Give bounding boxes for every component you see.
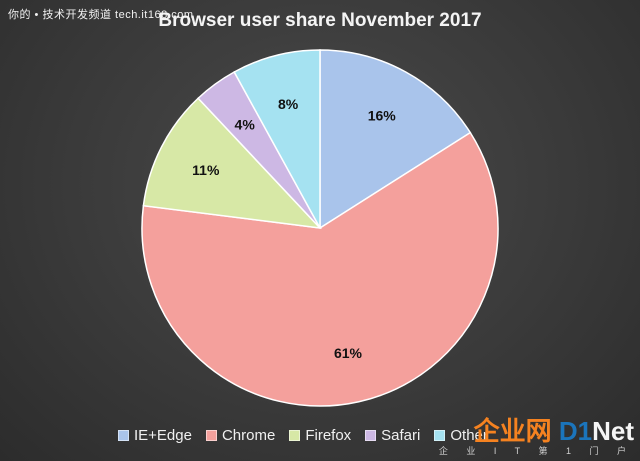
legend-label: Safari bbox=[381, 427, 421, 444]
legend-item-safari: Safari bbox=[365, 427, 420, 444]
legend-swatch bbox=[365, 430, 377, 441]
legend-item-chrome: Chrome bbox=[205, 427, 276, 444]
data-label-safari: 4% bbox=[235, 116, 256, 132]
legend-item-ie-edge: IE+Edge bbox=[118, 427, 192, 444]
brand-logo: 企业网 D1Net 企 业 I T 第 1 门 户 bbox=[439, 418, 634, 457]
data-label-ie-edge: 16% bbox=[368, 108, 397, 124]
legend-label: Other bbox=[450, 427, 488, 444]
logo-cn-text: 企业网 bbox=[473, 416, 552, 446]
legend-swatch bbox=[118, 430, 129, 441]
legend-swatch bbox=[434, 430, 446, 441]
chart-legend: IE+Edge Chrome Firefox Safari Other bbox=[118, 427, 488, 444]
data-label-firefox: 11% bbox=[192, 162, 220, 178]
logo-net-text: Net bbox=[592, 416, 634, 446]
data-label-chrome: 61% bbox=[334, 345, 363, 361]
legend-swatch bbox=[205, 430, 217, 441]
legend-label: Firefox bbox=[305, 427, 352, 444]
legend-label: IE+Edge bbox=[134, 427, 192, 444]
pie-slice-firefox bbox=[142, 97, 322, 230]
pie-slice-other bbox=[233, 49, 321, 229]
watermark-text: 你的 • 技术开发频道 tech.it168.com bbox=[8, 9, 194, 21]
legend-label: Chrome bbox=[221, 427, 276, 444]
pie-slice-chrome bbox=[141, 131, 499, 407]
logo-d1-text: D1 bbox=[558, 416, 593, 446]
logo-subline: 企 业 I T 第 1 门 户 bbox=[438, 446, 634, 456]
legend-swatch bbox=[289, 430, 301, 441]
pie-slice-ie-edge bbox=[319, 49, 472, 230]
chart-title: Browser user share November 2017 bbox=[158, 10, 482, 31]
legend-item-other: Other bbox=[434, 427, 488, 444]
data-label-other: 8% bbox=[278, 96, 299, 112]
legend-item-firefox: Firefox bbox=[289, 427, 351, 444]
